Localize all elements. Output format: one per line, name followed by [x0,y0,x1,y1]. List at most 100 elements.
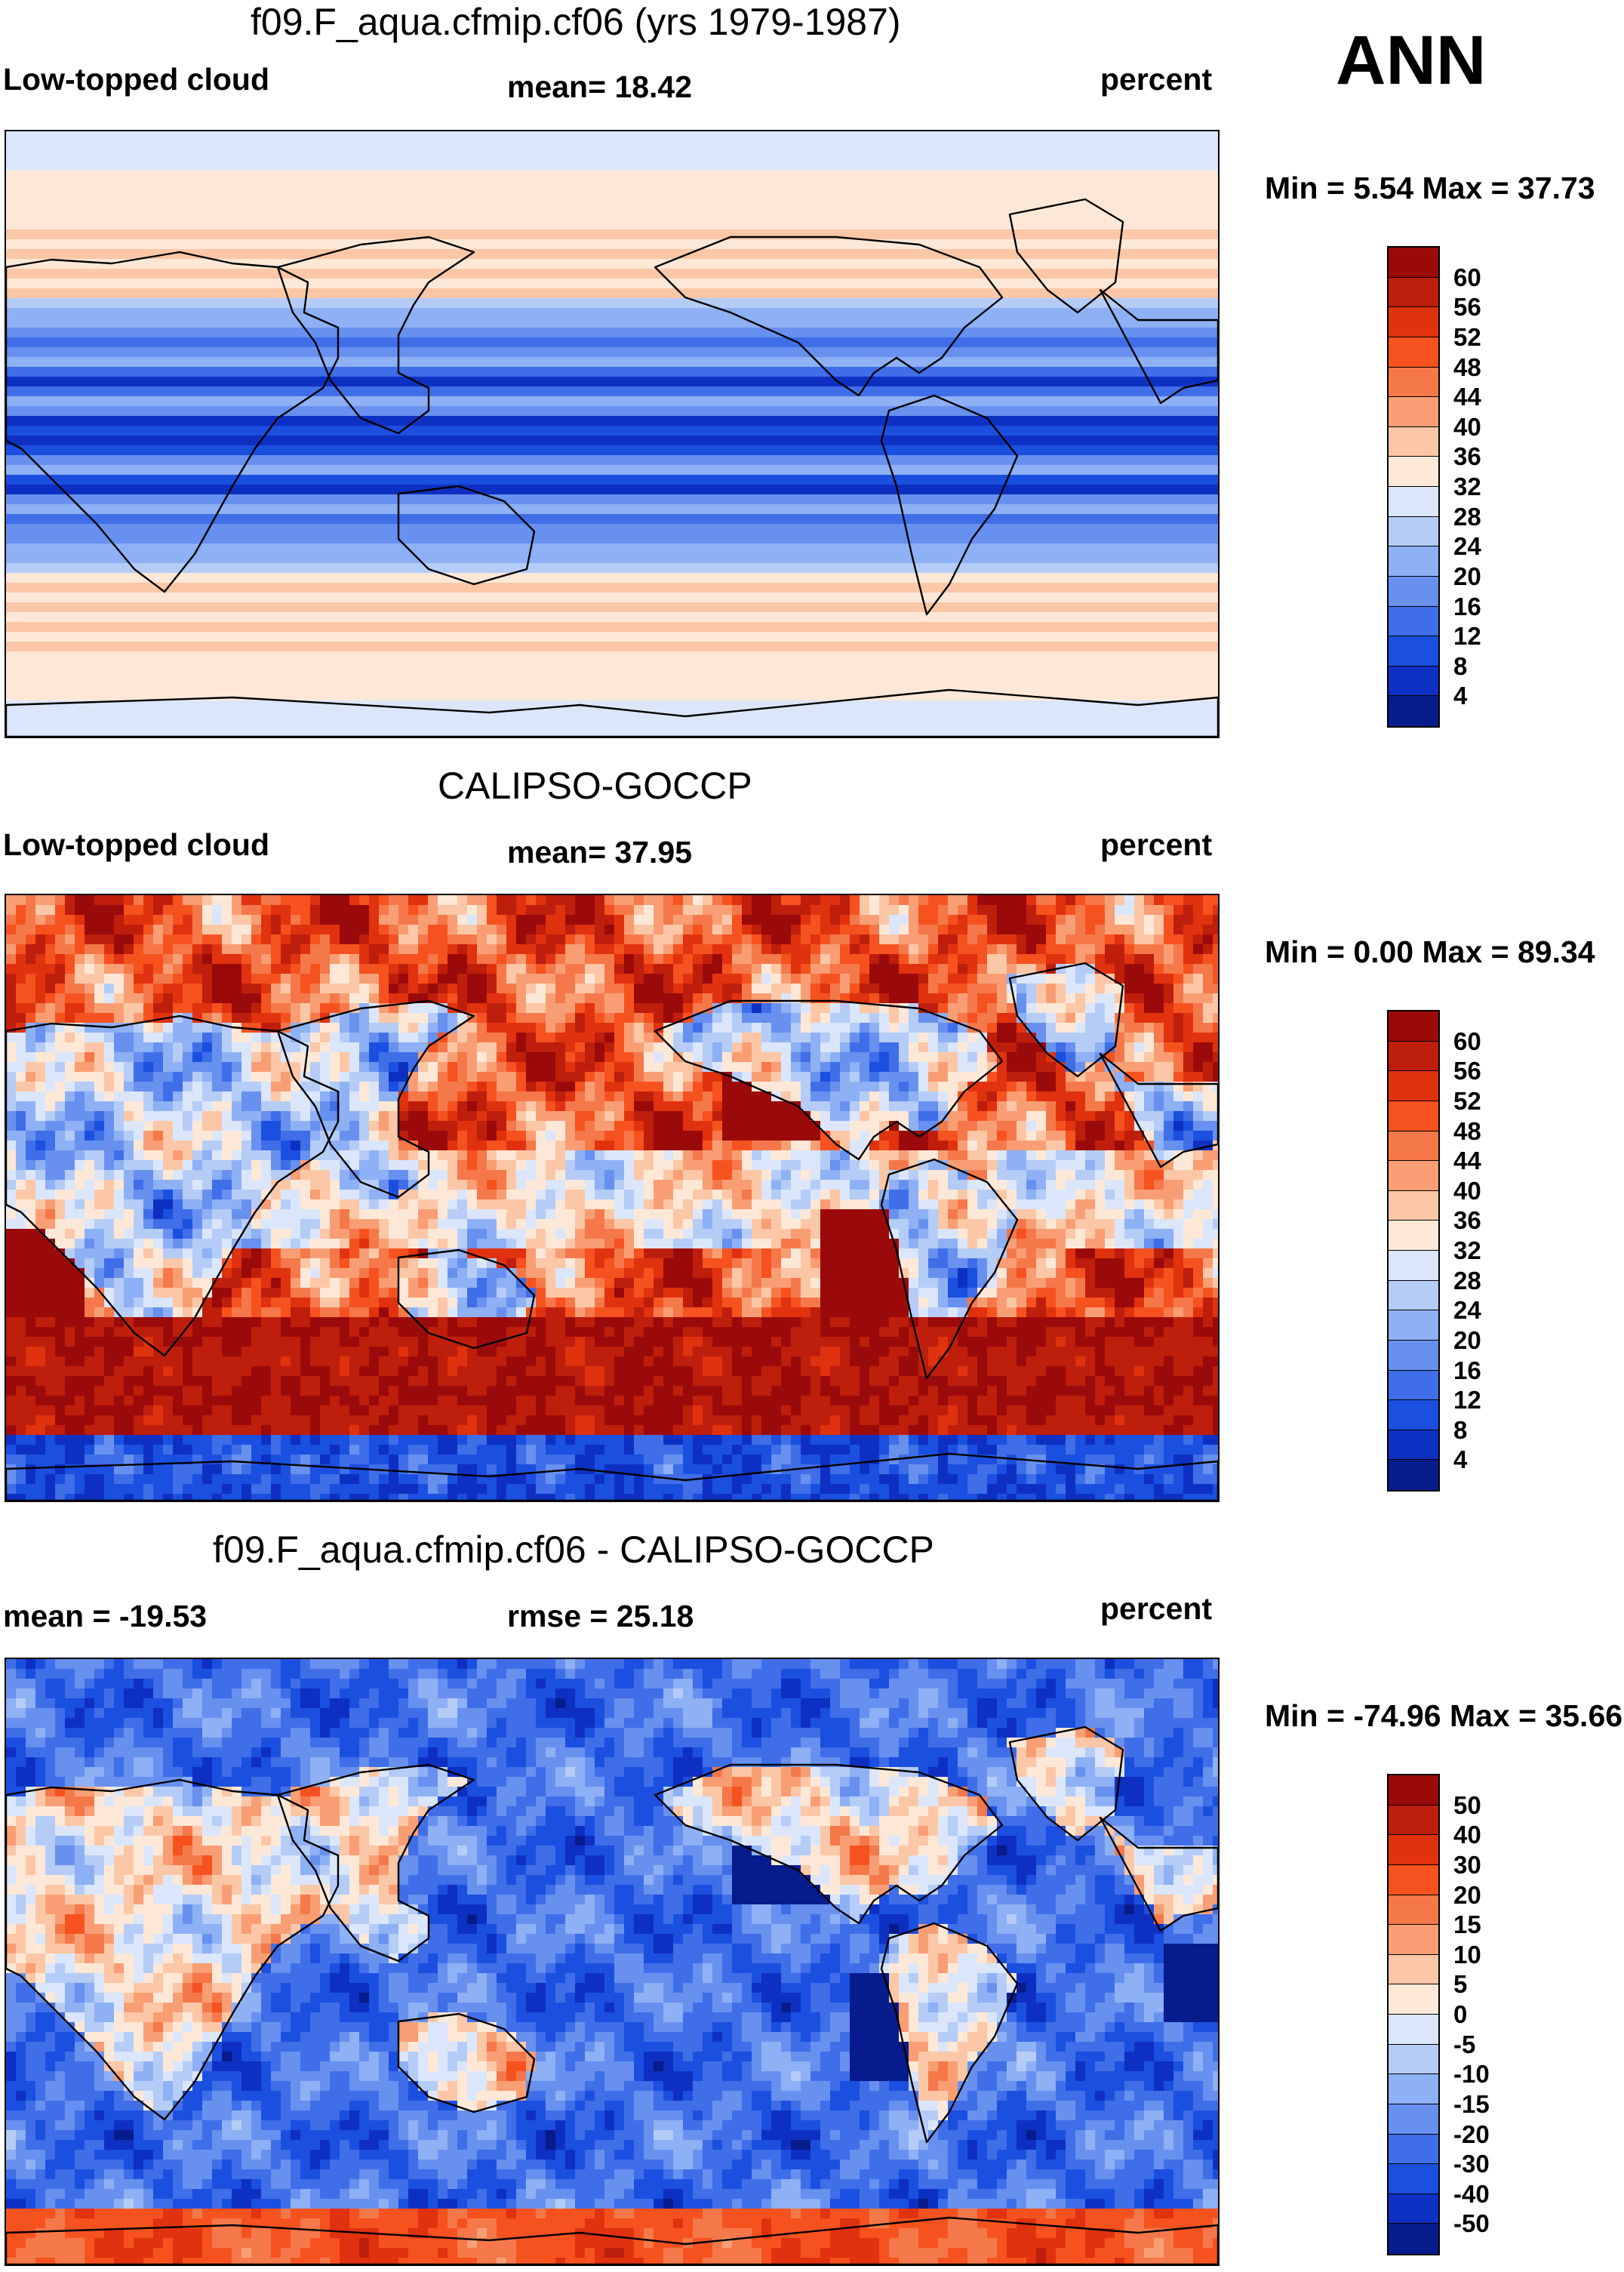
colorbar-tick-label: 40 [1453,1821,1481,1849]
colorbar-tick-label: 28 [1453,1267,1481,1295]
colorbar-swatch [1389,337,1438,368]
colorbar-swatch [1389,1251,1438,1281]
panel-1-title: f09.F_aqua.cfmip.cf06 (yrs 1979-1987) [251,0,901,44]
colorbar-swatch [1389,606,1438,637]
colorbar-swatch [1389,1131,1438,1162]
colorbar-tick-label: 32 [1453,1236,1481,1265]
colorbar-tick-label: 40 [1453,413,1481,442]
coastline [654,999,1004,1161]
colorbar-tick-label: 20 [1453,1326,1481,1355]
colorbar-swatch [1389,1101,1438,1131]
colorbar-tick-label: -50 [1453,2209,1490,2238]
colorbar-tick-label: 12 [1453,1386,1481,1415]
colorbar-swatch [1389,1370,1438,1401]
colorbar-tick-label: 60 [1453,1027,1481,1056]
panel-3-map [5,1658,1220,2266]
colorbar-tick-label: 16 [1453,593,1481,621]
panel-1-map [5,130,1220,738]
colorbar-swatch [1389,1925,1438,1955]
colorbar-swatch [1389,2134,1438,2165]
panel-1-colorbar [1387,246,1440,728]
colorbar-swatch [1389,1895,1438,1926]
colorbar-swatch [1389,2224,1438,2254]
colorbar-swatch [1389,2044,1438,2075]
colorbar-swatch [1389,277,1438,308]
colorbar-swatch [1389,307,1438,337]
panel-3-colorbar [1387,1774,1440,2255]
colorbar-swatch [1389,1280,1438,1311]
panel-3-min-max: Min = -74.96 Max = 35.66 [1265,1698,1622,1734]
coastline [880,1158,1019,1380]
coastline [276,236,475,435]
colorbar-swatch [1389,1310,1438,1341]
colorbar-swatch [1389,1041,1438,1072]
colorbar-swatch [1389,1984,1438,2015]
colorbar-swatch [1389,1775,1438,1806]
coastline [6,1778,340,2121]
colorbar-swatch [1389,248,1438,278]
panel-2-title: CALIPSO-GOCCP [438,764,752,808]
colorbar-tick-label: 56 [1453,1057,1481,1085]
colorbar-swatch [1389,1805,1438,1836]
coastline [880,394,1019,616]
colorbar-tick-label: 48 [1453,353,1481,382]
colorbar-tick-label: 8 [1453,1416,1467,1445]
panel-1-min-max: Min = 5.54 Max = 37.73 [1265,171,1595,206]
panel-2-mean-label: mean= 37.95 [507,835,692,870]
colorbar-tick-label: 52 [1453,1087,1481,1116]
colorbar-tick-label: 20 [1453,562,1481,591]
colorbar-swatch [1389,487,1438,517]
colorbar-swatch [1389,576,1438,607]
panel-2-units-label: percent [1100,827,1212,863]
colorbar-tick-label: 44 [1453,383,1481,411]
colorbar-tick-label: 36 [1453,1206,1481,1235]
colorbar-swatch [1389,696,1438,726]
colorbar-tick-label: -15 [1453,2090,1490,2119]
colorbar-tick-label: 8 [1453,652,1467,681]
colorbar-swatch [1389,1954,1438,1985]
colorbar-swatch [1389,546,1438,577]
coastline [397,485,536,586]
colorbar-tick-label: 36 [1453,442,1481,471]
colorbar-tick-label: 32 [1453,473,1481,501]
panel-1-units-label: percent [1100,62,1212,97]
panel-3-title: f09.F_aqua.cfmip.cf06 - CALIPSO-GOCCP [213,1528,934,1572]
coastline [6,1452,1218,1501]
panel-3-units-label: percent [1100,1591,1212,1627]
colorbar-swatch [1389,1835,1438,1865]
panel-2-variable-label: Low-topped cloud [3,827,269,863]
colorbar-tick-label: 5 [1453,1970,1467,1999]
colorbar-tick-label: 20 [1453,1881,1481,1910]
panel-3-rmse-label: rmse = 25.18 [507,1599,694,1634]
coastline [654,236,1004,397]
colorbar-swatch [1389,1864,1438,1895]
colorbar-tick-label: -40 [1453,2180,1490,2209]
coastline [276,999,475,1199]
coastline [1008,962,1124,1078]
colorbar-tick-label: 4 [1453,682,1467,710]
colorbar-swatch [1389,1190,1438,1221]
colorbar-tick-label: -30 [1453,2150,1490,2178]
panel-1-mean-label: mean= 18.42 [507,69,692,105]
colorbar-tick-label: 40 [1453,1177,1481,1205]
coastline [1008,198,1124,314]
colorbar-tick-label: 48 [1453,1117,1481,1146]
colorbar-tick-label: 28 [1453,503,1481,531]
colorbar-tick-label: -20 [1453,2120,1490,2149]
panel-3-mean-label: mean = -19.53 [3,1599,207,1634]
panel-1-variable-label: Low-topped cloud [3,62,269,97]
coastline [1099,288,1218,405]
colorbar-swatch [1389,516,1438,547]
colorbar-swatch [1389,2104,1438,2135]
colorbar-swatch [1389,666,1438,697]
season-label: ANN [1336,21,1486,100]
coastline [6,251,340,593]
panel-2-map [5,894,1220,1502]
coastline [6,1014,340,1357]
colorbar-tick-label: 52 [1453,323,1481,352]
coastline [1099,1816,1218,1932]
colorbar-tick-label: -10 [1453,2060,1490,2089]
colorbar-swatch [1389,1460,1438,1490]
coastline [6,688,1218,737]
colorbar-swatch [1389,397,1438,427]
